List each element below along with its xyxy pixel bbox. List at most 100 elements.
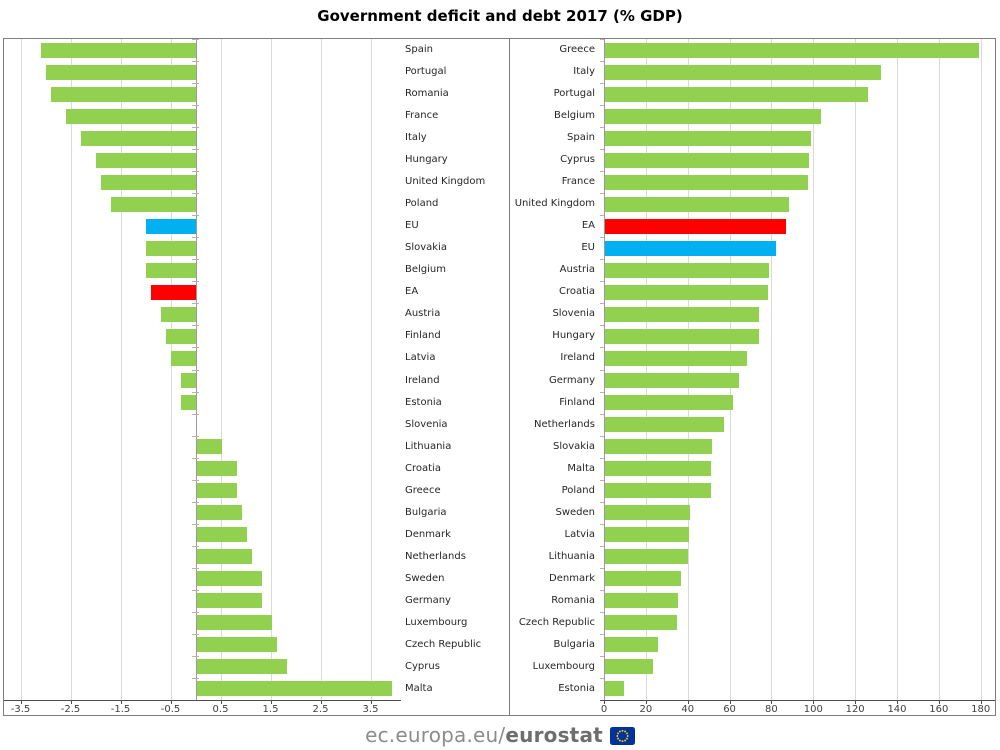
category-label: Italy — [573, 66, 595, 78]
x-axis-tick — [170, 701, 172, 704]
category-boundary-tick — [600, 479, 604, 481]
gridline — [771, 39, 773, 700]
gridline — [270, 39, 272, 700]
x-axis-tick-label: 160 — [929, 704, 949, 715]
debt-bar-denmark — [605, 571, 682, 587]
category-label: Portugal — [553, 88, 595, 100]
debt-bar-latvia — [605, 527, 689, 543]
x-axis-tick-label: 0 — [600, 704, 608, 715]
category-boundary-tick — [600, 171, 604, 173]
category-label: Croatia — [559, 286, 595, 298]
category-label: Romania — [551, 594, 595, 606]
category-label: Belgium — [405, 264, 446, 276]
debt-bar-cyprus — [605, 152, 810, 168]
category-label: EA — [405, 286, 419, 298]
footer-url-prefix: ec.europa.eu/ — [365, 723, 506, 747]
deficit-bar-ireland — [180, 373, 196, 389]
x-axis-line — [600, 700, 995, 701]
category-boundary-tick — [192, 545, 199, 547]
category-label: Austria — [405, 308, 441, 320]
category-label: Romania — [405, 88, 449, 100]
category-boundary-tick — [600, 611, 604, 613]
x-axis-tick — [70, 701, 72, 704]
category-boundary-tick — [600, 127, 604, 129]
category-label: Portugal — [405, 66, 447, 78]
deficit-bar-eu — [145, 218, 196, 234]
x-axis-tick-label: 0.5 — [212, 704, 229, 715]
debt-bar-romania — [605, 593, 679, 609]
category-label: Slovenia — [405, 418, 448, 430]
deficit-bar-malta — [196, 681, 392, 697]
x-axis-tick-label: 180 — [971, 704, 991, 715]
gridline — [220, 39, 222, 700]
category-label: Germany — [549, 374, 595, 386]
category-boundary-tick — [600, 523, 604, 525]
category-label: Finland — [559, 396, 595, 408]
gridline — [687, 39, 689, 700]
category-boundary-tick — [600, 259, 604, 261]
x-axis-tick-label: -3.5 — [10, 704, 31, 715]
category-boundary-tick — [192, 281, 199, 283]
debt-bar-greece — [605, 42, 979, 58]
deficit-bar-poland — [110, 196, 196, 212]
category-boundary-tick — [600, 281, 604, 283]
x-axis-tick — [120, 701, 122, 704]
x-axis-tick-label: 20 — [639, 704, 653, 715]
category-boundary-tick — [192, 237, 199, 239]
gridline — [645, 39, 647, 700]
deficit-bar-luxembourg — [196, 615, 272, 631]
category-boundary-tick — [600, 61, 604, 63]
category-boundary-tick — [600, 633, 604, 635]
deficit-bar-united-kingdom — [100, 174, 196, 190]
x-axis-tick-label: 2.5 — [312, 704, 329, 715]
chart-title: Government deficit and debt 2017 (% GDP) — [317, 7, 683, 25]
deficit-bar-ea — [150, 284, 196, 300]
category-label: France — [561, 176, 595, 188]
x-axis-tick — [855, 701, 857, 704]
category-label: Poland — [405, 198, 439, 210]
category-label: EA — [581, 220, 595, 232]
category-label: Sweden — [405, 572, 445, 584]
axis-spine — [604, 39, 605, 700]
deficit-bar-sweden — [196, 571, 262, 587]
category-boundary-tick — [192, 259, 199, 261]
debt-bar-germany — [605, 373, 740, 389]
category-label: Sweden — [555, 506, 595, 518]
category-label: EU — [405, 220, 419, 232]
category-label: United Kingdom — [514, 198, 595, 210]
deficit-bar-cyprus — [196, 659, 287, 675]
debt-bar-spain — [605, 130, 811, 146]
debt-bar-eu — [605, 240, 776, 256]
eu-flag-icon — [609, 726, 635, 750]
deficit-bar-estonia — [180, 395, 196, 411]
x-axis-tick — [220, 701, 222, 704]
x-axis-tick-label: 1.5 — [262, 704, 279, 715]
x-axis-tick-label: -0.5 — [160, 704, 181, 715]
debt-bar-estonia — [605, 681, 624, 697]
category-label: Hungary — [405, 154, 448, 166]
gridline — [370, 39, 372, 700]
gridline — [170, 39, 172, 700]
deficit-bar-netherlands — [196, 549, 252, 565]
category-label: Spain — [405, 44, 433, 55]
category-boundary-tick — [600, 237, 604, 239]
category-label: Germany — [405, 594, 451, 606]
category-boundary-tick — [600, 347, 604, 349]
deficit-bar-germany — [196, 593, 262, 609]
debt-bar-slovenia — [605, 306, 760, 322]
deficit-bar-denmark — [196, 527, 247, 543]
x-axis-tick — [604, 701, 605, 704]
category-boundary-tick — [192, 61, 199, 63]
category-boundary-tick — [192, 39, 199, 40]
category-label: Slovenia — [552, 308, 595, 320]
category-label: Estonia — [558, 682, 595, 694]
deficit-bar-lithuania — [196, 439, 222, 455]
gridline — [855, 39, 857, 700]
category-boundary-tick — [192, 105, 199, 107]
category-boundary-tick — [192, 479, 199, 481]
deficit-bar-latvia — [170, 350, 196, 366]
deficit-bar-slovakia — [145, 240, 196, 256]
category-boundary-tick — [600, 677, 604, 679]
category-label: Finland — [405, 330, 441, 342]
category-label: Czech Republic — [405, 638, 482, 650]
